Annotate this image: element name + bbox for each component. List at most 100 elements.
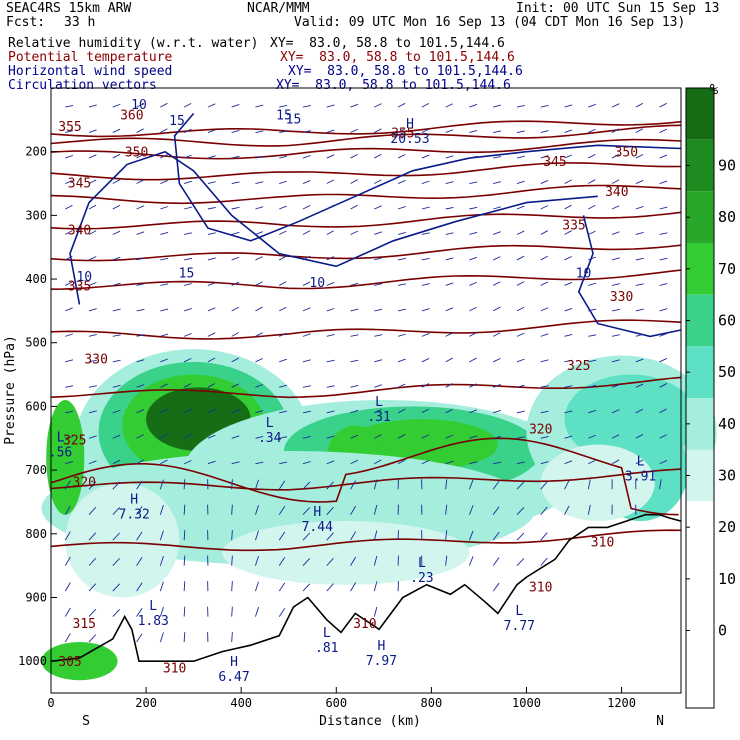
rh-region [540, 444, 655, 522]
field-vector-name: Circulation vectors [8, 78, 157, 93]
circulation-vector [564, 104, 573, 108]
circulation-vector [635, 283, 644, 286]
colorbar-swatch [686, 501, 714, 553]
circulation-vector [492, 306, 501, 312]
circulation-vector [564, 129, 573, 134]
y-tick-label: 300 [25, 208, 47, 222]
circulation-vector [302, 307, 311, 312]
circulation-vector [374, 153, 382, 159]
circulation-vector [64, 480, 71, 490]
plot-frame [50, 87, 682, 694]
south-endpoint: S [82, 714, 90, 729]
circulation-vector [635, 434, 644, 439]
circulation-vector [136, 128, 144, 133]
theta-label: 350 [125, 146, 148, 161]
circulation-vector [136, 434, 144, 439]
circulation-vector [88, 256, 97, 261]
extremum-kind: L [57, 431, 65, 446]
colorbar-swatch [686, 139, 714, 192]
extremum-kind: H [313, 505, 321, 520]
circulation-vector [611, 459, 620, 465]
theta-contour [50, 162, 682, 181]
circulation-vector [540, 230, 548, 235]
circulation-vector [469, 435, 478, 439]
circulation-vector [231, 581, 233, 592]
circulation-vector [350, 256, 359, 261]
circulation-vector [493, 130, 502, 134]
forecast-label: Fcst: [6, 15, 46, 30]
circulation-vector [445, 129, 454, 134]
circulation-vector [326, 256, 335, 261]
circulation-vector [65, 359, 74, 363]
circulation-vector [659, 358, 668, 363]
circulation-vector [231, 409, 240, 414]
circulation-vector [350, 103, 359, 108]
circulation-vector [611, 434, 620, 439]
circulation-vector [635, 128, 644, 133]
circulation-vector [302, 558, 311, 566]
colorbar-label: 90 [718, 157, 736, 175]
circulation-vector [350, 359, 359, 363]
circulation-vector [231, 357, 239, 363]
circulation-vector [516, 461, 525, 465]
circulation-vector [112, 256, 121, 261]
circulation-vector [469, 231, 478, 235]
circulation-vector [231, 281, 240, 286]
circulation-vector [611, 409, 620, 414]
extremum-value: .56 [49, 446, 72, 461]
wind-contour [173, 112, 682, 242]
circulation-vector [493, 206, 501, 210]
circulation-vector [136, 103, 144, 108]
circulation-vector [183, 555, 186, 566]
circulation-vector [635, 383, 644, 388]
circulation-vector [65, 281, 73, 286]
circulation-vector [516, 230, 525, 235]
circulation-vector [183, 581, 186, 592]
y-tick-label: 600 [25, 399, 47, 413]
circulation-vector [468, 556, 474, 566]
circulation-vector [350, 334, 359, 337]
circulation-vector [112, 179, 121, 184]
circulation-vector [160, 383, 168, 388]
circulation-vector [373, 606, 378, 617]
circulation-vector [302, 507, 311, 515]
circulation-vector [659, 232, 668, 235]
circulation-vector [421, 333, 430, 337]
circulation-vector [564, 359, 573, 363]
circulation-vector [112, 532, 120, 541]
circulation-vector [350, 556, 357, 566]
circulation-vector [421, 180, 430, 184]
circulation-vector [88, 506, 97, 515]
theta-label: 355 [58, 120, 81, 135]
colorbar-label: 30 [718, 467, 736, 485]
circulation-vector [326, 359, 335, 363]
circulation-vector [397, 408, 406, 414]
circulation-vector [635, 308, 644, 312]
circulation-vector [207, 357, 216, 363]
circulation-vector [588, 128, 596, 133]
rh-region [326, 425, 384, 490]
circulation-vector [397, 459, 406, 465]
circulation-vector [588, 230, 596, 235]
circulation-vector [231, 530, 233, 541]
circulation-vector [136, 506, 143, 515]
colorbar-label: 40 [718, 415, 736, 433]
x-tick-label: 400 [230, 696, 252, 710]
circulation-vector [65, 155, 73, 159]
circulation-vector [445, 479, 448, 490]
extremum-value: 3.91 [625, 469, 656, 484]
circulation-vector [469, 332, 477, 337]
circulation-vector [516, 130, 525, 134]
circulation-vector [516, 155, 525, 159]
colorbar-label: 50 [718, 363, 736, 381]
circulation-vector [398, 257, 407, 261]
rh-region [345, 419, 498, 471]
circulation-vector [278, 480, 286, 490]
field-rh-xy: XY= 83.0, 58.8 to 101.5,144.6 [270, 36, 505, 51]
circulation-vector [136, 283, 145, 286]
init-time: Init: 00 UTC Sun 15 Sep 13 [516, 1, 720, 16]
circulation-vector [160, 206, 169, 210]
circulation-vector [112, 558, 120, 566]
circulation-vector [635, 206, 644, 210]
rh-region [41, 451, 536, 566]
